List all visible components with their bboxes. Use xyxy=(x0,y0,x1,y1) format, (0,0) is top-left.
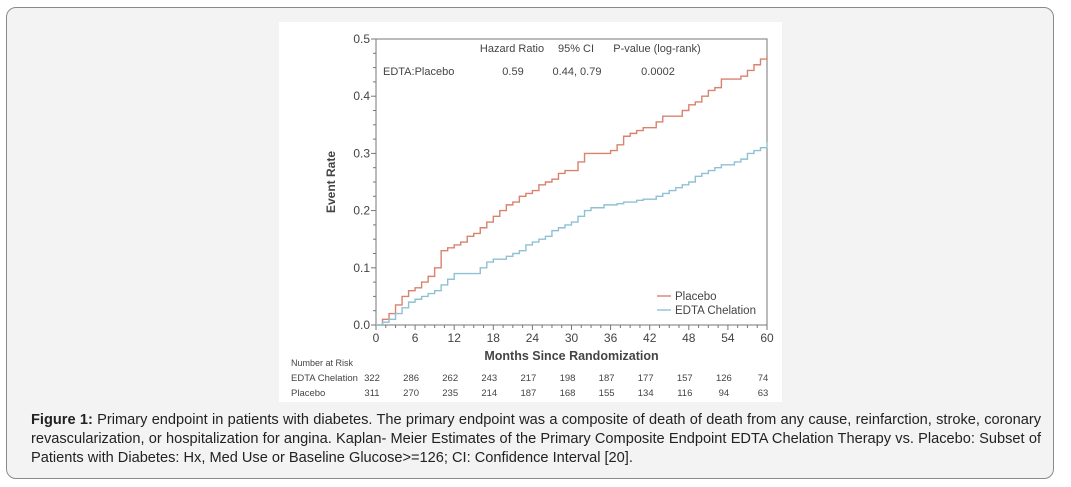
hazard-header: P-value (log-rank) xyxy=(613,43,700,55)
risk-value: 187 xyxy=(599,373,615,384)
hazard-row-label: EDTA:Placebo xyxy=(383,66,454,78)
risk-value: 217 xyxy=(520,373,536,384)
hazard-header: 95% CI xyxy=(558,43,594,55)
risk-value: 198 xyxy=(560,373,576,384)
risk-value: 94 xyxy=(719,388,730,399)
caption-text: Primary endpoint in patients with diabet… xyxy=(31,412,1041,466)
risk-value: 243 xyxy=(481,373,497,384)
x-tick-label: 30 xyxy=(565,331,579,345)
risk-value: 311 xyxy=(364,388,379,399)
x-tick-label: 12 xyxy=(448,331,462,345)
y-tick-label: 0.1 xyxy=(353,261,370,275)
y-axis-label: Event Rate xyxy=(324,151,338,213)
risk-value: 235 xyxy=(442,388,458,399)
hazard-value: 0.44, 0.79 xyxy=(553,66,602,78)
hazard-value: 0.59 xyxy=(502,66,523,78)
x-tick-label: 0 xyxy=(373,331,380,345)
caption-label: Figure 1: xyxy=(31,412,93,428)
risk-value: 322 xyxy=(364,373,380,384)
x-tick-label: 48 xyxy=(682,331,696,345)
x-tick-label: 60 xyxy=(760,331,774,345)
x-tick-label: 36 xyxy=(604,331,618,345)
risk-value: 155 xyxy=(599,388,615,399)
y-tick-label: 0.4 xyxy=(353,89,370,103)
risk-value: 134 xyxy=(638,388,654,399)
x-tick-label: 24 xyxy=(526,331,540,345)
hazard-header: Hazard Ratio xyxy=(480,43,544,55)
risk-table-title: Number at Risk xyxy=(291,358,354,368)
hazard-value: 0.0002 xyxy=(641,66,675,78)
plot-frame xyxy=(375,38,768,326)
legend-label: EDTA Chelation xyxy=(675,305,756,317)
y-tick-label: 0.2 xyxy=(353,204,370,218)
y-tick-label: 0.5 xyxy=(353,32,370,46)
risk-value: 177 xyxy=(638,373,654,384)
y-tick-label: 0.3 xyxy=(353,146,370,160)
risk-value: 262 xyxy=(442,373,458,384)
risk-value: 270 xyxy=(403,388,419,399)
figure-caption: Figure 1: Primary endpoint in patients w… xyxy=(31,411,1041,468)
risk-row-label: EDTA Chelation xyxy=(291,373,358,384)
risk-value: 168 xyxy=(560,388,576,399)
x-tick-label: 54 xyxy=(721,331,735,345)
legend-label: Placebo xyxy=(675,291,717,303)
risk-value: 214 xyxy=(481,388,497,399)
series-line-placebo xyxy=(376,56,768,326)
risk-value: 74 xyxy=(758,373,769,384)
x-axis-label: Months Since Randomization xyxy=(484,349,658,363)
risk-row-label: Placebo xyxy=(291,388,325,399)
risk-value: 187 xyxy=(520,388,536,399)
x-tick-label: 6 xyxy=(412,331,419,345)
risk-value: 63 xyxy=(758,388,769,399)
series-line-edta-chelation xyxy=(376,141,768,326)
risk-value: 116 xyxy=(677,388,692,399)
risk-value: 286 xyxy=(403,373,419,384)
risk-value: 126 xyxy=(716,373,732,384)
km-figure: 0 6 12 18 24 30 36 42 48 54 60 0.0 0.1 0.2 0.3 0.4 0.5 Mo… xyxy=(279,22,782,402)
y-tick-label: 0.0 xyxy=(353,318,370,332)
x-tick-label: 42 xyxy=(643,331,657,345)
km-chart: 0 6 12 18 24 30 36 42 48 54 60 0.0 0.1 0.2 0.3 0.4 0.5 Mo… xyxy=(291,32,774,399)
risk-value: 157 xyxy=(677,373,693,384)
x-tick-label: 18 xyxy=(487,331,501,345)
